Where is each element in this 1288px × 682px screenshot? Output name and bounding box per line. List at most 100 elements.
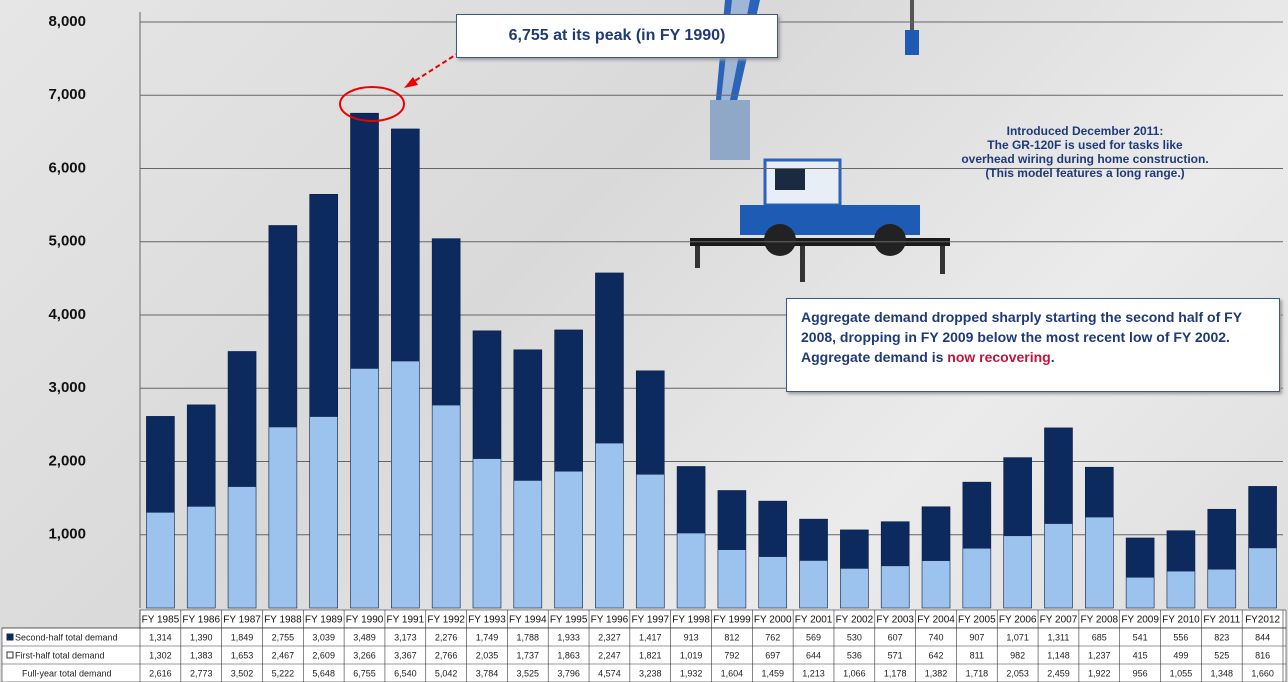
legend-swatch [7, 652, 13, 658]
table-value: 3,173 [394, 632, 417, 642]
table-value: 2,766 [435, 650, 458, 660]
bar-segment [963, 549, 991, 608]
table-value: 4,574 [598, 668, 621, 678]
table-value: 1,863 [557, 650, 580, 660]
table-value: 6,540 [394, 668, 417, 678]
peak-arrow [410, 52, 460, 84]
table-value: 2,609 [312, 650, 335, 660]
bar-segment [351, 113, 379, 369]
x-tick-label: FY 2004 [917, 615, 955, 626]
bar-segment [473, 459, 501, 608]
y-tick-label: 3,000 [48, 379, 86, 396]
table-value: 3,796 [557, 668, 580, 678]
x-tick-label: FY 2010 [1162, 615, 1200, 626]
note-end: . [1051, 349, 1055, 365]
table-value: 1,390 [190, 632, 213, 642]
bar-segment [840, 569, 868, 608]
table-value: 1,660 [1251, 668, 1274, 678]
bar-segment [840, 530, 868, 569]
bar-segment [555, 472, 583, 608]
caption-line: The GR-120F is used for tasks like [900, 138, 1270, 152]
bar-segment [1004, 458, 1032, 536]
x-tick-label: FY 1987 [223, 615, 261, 626]
y-tick-label: 6,000 [48, 159, 86, 176]
table-value: 499 [1173, 650, 1188, 660]
y-tick-label: 5,000 [48, 233, 86, 250]
x-tick-label: FY 1997 [631, 615, 669, 626]
note-highlight: now recovering [947, 349, 1050, 365]
bar-segment [187, 507, 215, 608]
caption-line: overhead wiring during home construction… [900, 152, 1270, 166]
caption-line: Introduced December 2011: [900, 124, 1270, 138]
peak-annotation: 6,755 at its peak (in FY 1990) [456, 14, 778, 58]
table-value: 1,749 [476, 632, 499, 642]
table-value: 982 [1010, 650, 1025, 660]
bar-segment [1004, 536, 1032, 608]
bar-segment [1167, 571, 1195, 608]
bar-segment [514, 481, 542, 608]
table-value: 644 [806, 650, 821, 660]
bar-segment [1167, 531, 1195, 572]
table-value: 556 [1173, 632, 1188, 642]
caption-line: (This model features a long range.) [900, 166, 1270, 180]
bar-segment [636, 371, 664, 475]
bar-segment [146, 513, 174, 608]
bar-segment [1085, 517, 1113, 608]
table-value: 2,035 [476, 650, 499, 660]
table-value: 816 [1255, 650, 1270, 660]
table-value: 1,459 [761, 668, 784, 678]
table-value: 6,755 [353, 668, 376, 678]
bar-segment [677, 466, 705, 533]
bar-segment [1044, 524, 1072, 608]
table-value: 3,525 [517, 668, 540, 678]
bar-segment [759, 557, 787, 608]
bar-segment [1208, 509, 1236, 569]
x-tick-label: FY 2001 [795, 615, 833, 626]
table-value: 1,849 [231, 632, 254, 642]
page: 1,0002,0003,0004,0005,0006,0007,0008,000… [0, 0, 1288, 682]
bar-segment [636, 475, 664, 608]
x-tick-label: FY 1989 [305, 615, 343, 626]
table-value: 3,784 [476, 668, 499, 678]
x-tick-label: FY 1996 [591, 615, 629, 626]
table-value: 1,922 [1088, 668, 1111, 678]
x-tick-label: FY 2008 [1080, 615, 1118, 626]
bar-segment [473, 331, 501, 459]
table-value: 823 [1214, 632, 1229, 642]
bar-segment [555, 330, 583, 472]
arrow-head [404, 77, 418, 88]
table-value: 541 [1133, 632, 1148, 642]
table-value: 1,148 [1047, 650, 1070, 660]
table-value: 571 [888, 650, 903, 660]
bar-segment [351, 369, 379, 608]
x-tick-label: FY 1993 [468, 615, 506, 626]
table-value: 913 [684, 632, 699, 642]
x-tick-label: FY 2007 [1040, 615, 1078, 626]
table-value: 3,367 [394, 650, 417, 660]
table-value: 1,383 [190, 650, 213, 660]
bar-segment [800, 519, 828, 561]
x-tick-label: FY 1990 [346, 615, 384, 626]
bar-segment [718, 491, 746, 550]
bar-segment [1126, 578, 1154, 608]
table-value: 844 [1255, 632, 1270, 642]
bar-segment [963, 482, 991, 548]
bar-segment [1126, 538, 1154, 578]
bar-segment [1249, 548, 1277, 608]
table-value: 2,053 [1006, 668, 1029, 678]
bar-segment [391, 361, 419, 608]
legend-label: Full-year total demand [22, 668, 112, 678]
y-tick-label: 8,000 [48, 13, 86, 30]
bar-segment [228, 351, 256, 486]
bar-segment [1249, 486, 1277, 548]
x-tick-label: FY 1991 [387, 615, 425, 626]
table-value: 1,653 [231, 650, 254, 660]
x-tick-label: FY 1998 [672, 615, 710, 626]
table-value: 697 [765, 650, 780, 660]
table-value: 3,039 [312, 632, 335, 642]
table-value: 907 [969, 632, 984, 642]
table-value: 1,019 [680, 650, 703, 660]
bar-segment [146, 416, 174, 512]
table-value: 2,276 [435, 632, 458, 642]
table-value: 2,755 [272, 632, 295, 642]
